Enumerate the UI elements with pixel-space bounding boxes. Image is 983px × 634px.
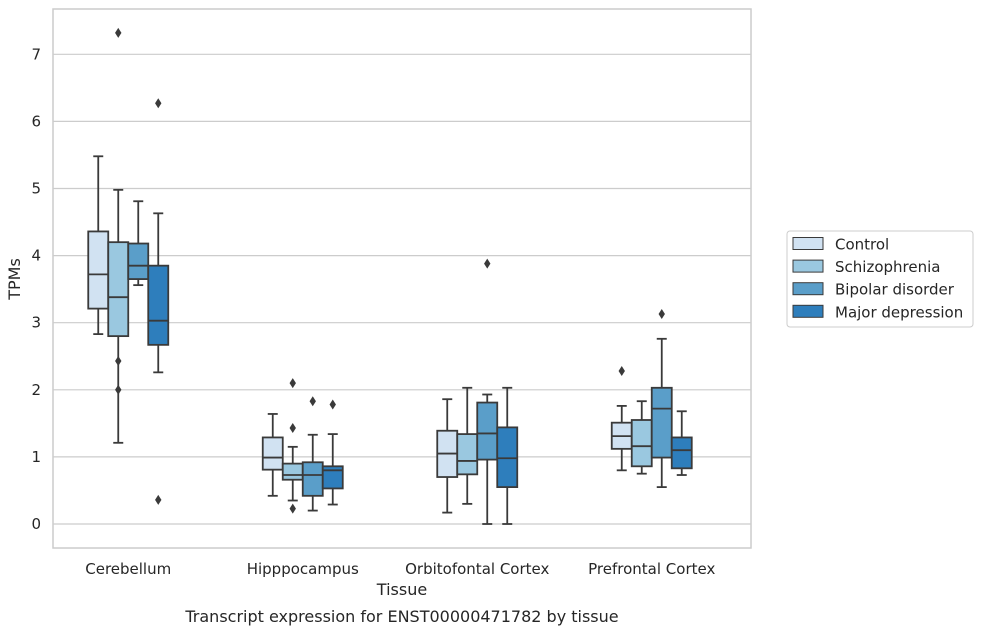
x-tick-label: Orbitofontal Cortex [405,560,549,578]
outlier-point [289,503,296,514]
iqr-box [650,386,673,459]
x-tick-label: Cerebellum [85,560,171,578]
box-0-2 [436,398,459,514]
outlier-point [329,399,336,410]
box-1-3 [630,400,653,475]
box-1-2 [456,386,479,505]
y-tick-label: 6 [31,112,41,130]
iqr-box [281,462,304,481]
iqr-box [670,436,693,470]
outlier-point [155,494,162,505]
y-tick-label: 3 [31,314,41,332]
outlier-point [115,384,122,395]
outlier-point [484,258,491,269]
iqr-box [87,230,110,310]
iqr-box [147,264,170,346]
iqr-box [476,401,499,461]
iqr-box [107,241,130,338]
box-0-0 [87,155,110,336]
iqr-box [261,436,284,471]
x-tick-labels: Cerebellum Hipppocampus Orbitofontal Corte… [85,560,715,578]
outlier-point [289,378,296,389]
box-0-1 [261,413,284,497]
legend-label: Control [835,236,889,254]
y-tick-labels: 0 1 2 3 4 5 6 7 [31,45,41,533]
y-tick-label: 5 [31,180,41,198]
iqr-box [127,242,150,280]
iqr-box [321,465,344,490]
box-1-0 [107,27,130,444]
legend-label: Schizophrenia [835,258,940,276]
box-3-2 [496,386,519,525]
legend-swatch [792,237,824,250]
box-3-0 [147,98,170,505]
boxes [87,27,693,525]
legend-swatch [792,304,824,318]
outlier-point [658,308,665,319]
y-tick-label: 4 [31,247,41,265]
x-tick-label: Hipppocampus [247,560,359,578]
legend-label: Major depression [835,303,963,321]
y-tick-label: 7 [31,45,41,63]
outlier-point [618,366,625,377]
iqr-box [496,426,519,488]
box-0-3 [610,366,633,472]
outlier-point [115,355,122,366]
legend-frame [786,230,974,328]
outlier-point [309,396,316,407]
box-3-3 [670,410,693,476]
box-2-1 [301,396,324,512]
box-3-1 [321,399,344,506]
x-tick-label: Prefrontal Cortex [588,560,715,578]
outlier-point [115,27,122,38]
legend-swatch [792,259,824,273]
iqr-box [301,461,324,497]
x-axis-label: Tissue [376,580,427,599]
legend-label: Bipolar disorder [835,281,955,299]
box-2-3 [650,308,673,488]
iqr-box [630,419,653,468]
y-tick-label: 2 [31,381,41,399]
outlier-point [289,423,296,434]
outlier-point [155,98,162,109]
y-axis-label: TPMs [5,258,24,301]
gridlines [53,53,751,525]
box-2-2 [476,258,499,525]
iqr-box [456,433,479,476]
y-tick-label: 1 [31,448,41,466]
chart-caption: Transcript expression for ENST0000047178… [184,607,618,626]
box-2-0 [127,200,150,287]
y-tick-label: 0 [31,515,41,533]
legend-swatch [792,282,824,296]
plot-area-frame [52,8,752,549]
box-1-1 [281,378,304,514]
legend: Control Schizophrenia Bipolar disorder Majo… [786,230,974,328]
